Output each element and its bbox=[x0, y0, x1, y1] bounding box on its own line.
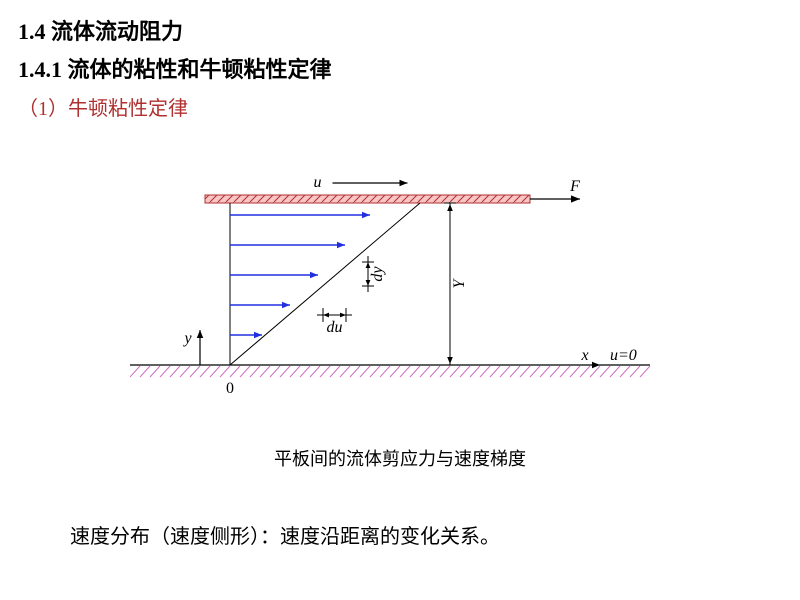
velocity-profile-diagram: u Fy x 0 u=0 du dy Y bbox=[130, 170, 650, 460]
svg-text:du: du bbox=[327, 319, 343, 336]
item-heading: （1）牛顿粘性定律 bbox=[18, 92, 188, 121]
section-heading: 1.4 流体流动阻力 bbox=[18, 14, 183, 46]
svg-text:x: x bbox=[580, 347, 588, 364]
svg-text:u: u bbox=[314, 174, 322, 191]
figure-caption: 平板间的流体剪应力与速度梯度 bbox=[200, 445, 600, 471]
svg-text:0: 0 bbox=[226, 380, 234, 397]
subsection-heading: 1.4.1 流体的粘性和牛顿粘性定律 bbox=[18, 52, 332, 84]
body-text: 速度分布（速度侧形）：速度沿距离的变化关系。 bbox=[70, 520, 500, 549]
svg-text:Y: Y bbox=[451, 277, 468, 288]
svg-text:u=0: u=0 bbox=[610, 347, 637, 364]
svg-text:y: y bbox=[182, 330, 192, 347]
svg-text:F: F bbox=[569, 178, 580, 195]
svg-text:dy: dy bbox=[369, 266, 386, 282]
